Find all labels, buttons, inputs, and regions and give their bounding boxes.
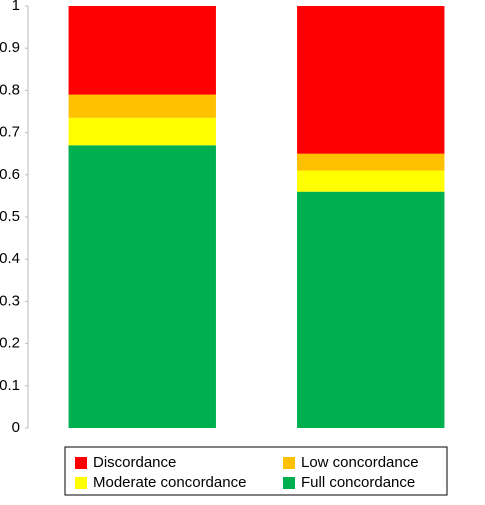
legend-swatch (283, 457, 295, 469)
y-tick-label: 0 (12, 419, 20, 436)
y-tick-label: 0.4 (0, 250, 20, 267)
y-tick-label: 0.3 (0, 292, 20, 309)
y-tick-label: 1 (12, 0, 20, 14)
bar-segment (297, 153, 445, 171)
bar-segment (68, 145, 216, 428)
legend-label: Discordance (93, 454, 176, 471)
y-tick-label: 0.9 (0, 39, 20, 56)
legend-swatch (75, 457, 87, 469)
legend-box (64, 446, 448, 496)
y-tick-label: 0.2 (0, 335, 20, 352)
bar-segment (297, 170, 445, 192)
legend-swatch (283, 477, 295, 489)
bar-segment (297, 6, 445, 154)
y-tick-label: 0.6 (0, 166, 20, 183)
y-tick-label: 0.1 (0, 377, 20, 394)
y-tick-label: 0.5 (0, 208, 20, 225)
legend-label: Full concordance (301, 474, 415, 491)
legend-label: Moderate concordance (93, 474, 246, 491)
bar-segment (68, 117, 216, 146)
legend-label: Low concordance (301, 454, 419, 471)
bar-segment (297, 191, 445, 428)
bar-segment (68, 6, 216, 95)
bar-segment (68, 94, 216, 118)
legend-swatch (75, 477, 87, 489)
y-tick-label: 0.7 (0, 124, 20, 141)
y-tick-label: 0.8 (0, 81, 20, 98)
